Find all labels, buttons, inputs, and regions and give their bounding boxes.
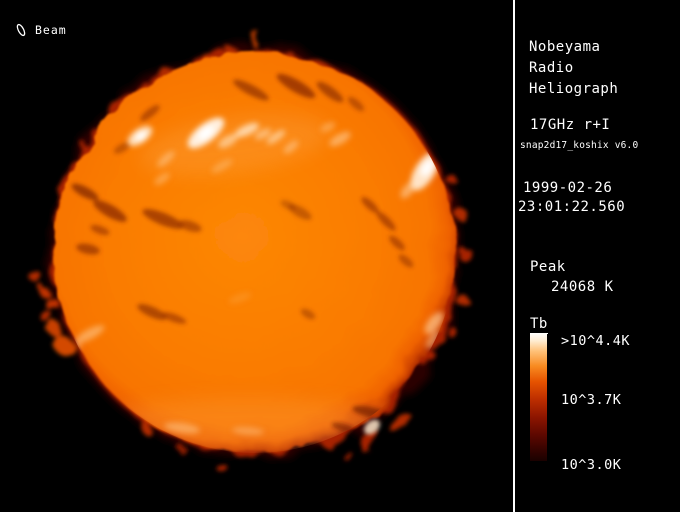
program-version: snap2d17_koshix v6.0 <box>520 140 639 151</box>
observation-time: 23:01:22.560 <box>518 199 626 215</box>
colorbar-label-mid: 10^3.7K <box>561 392 622 408</box>
title-line-2: Radio <box>529 60 574 76</box>
filaments <box>71 73 414 434</box>
peak-value: 24068 K <box>551 279 614 295</box>
limb-bright-spot <box>364 419 380 435</box>
colorbar-title: Tb <box>530 316 548 334</box>
beam-icon <box>16 23 26 37</box>
panel-divider <box>513 0 515 512</box>
observation-date: 1999-02-26 <box>523 180 613 196</box>
sun-image <box>30 31 473 473</box>
peak-label: Peak <box>530 259 566 275</box>
title-line-1: Nobeyama <box>529 39 601 55</box>
colorbar-label-max: >10^4.4K <box>561 333 631 349</box>
active-regions <box>65 117 444 436</box>
observation-label: 17GHz r+I <box>530 117 611 133</box>
tb-colorbar <box>530 333 547 461</box>
solar-disk <box>55 53 455 453</box>
title-line-3: Heliograph <box>529 81 619 97</box>
colorbar-label-min: 10^3.0K <box>561 457 622 473</box>
beam-label: Beam <box>35 23 67 37</box>
